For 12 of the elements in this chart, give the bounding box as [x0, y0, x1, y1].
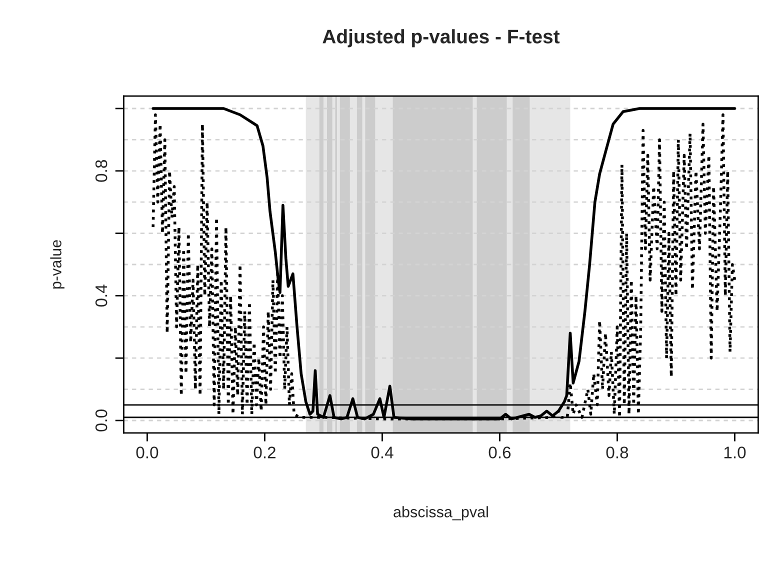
y-tick-label: 0.4	[95, 284, 108, 307]
x-tick-label: 0.0	[136, 446, 158, 458]
x-tick-label: 0.8	[606, 446, 628, 458]
x-tick-label: 0.4	[371, 446, 394, 458]
x-tick-label: 1.0	[724, 446, 746, 458]
x-tick-label: 0.6	[488, 446, 511, 458]
x-axis-title: abscissa_pval	[394, 506, 488, 520]
chart-title: Adjusted p-values - F-test	[322, 29, 560, 48]
y-axis-title: p-value	[50, 240, 64, 289]
y-tick-label: 0.8	[95, 160, 108, 182]
y-tick-label: 0.0	[95, 410, 108, 432]
x-tick-label: 0.2	[254, 446, 276, 458]
